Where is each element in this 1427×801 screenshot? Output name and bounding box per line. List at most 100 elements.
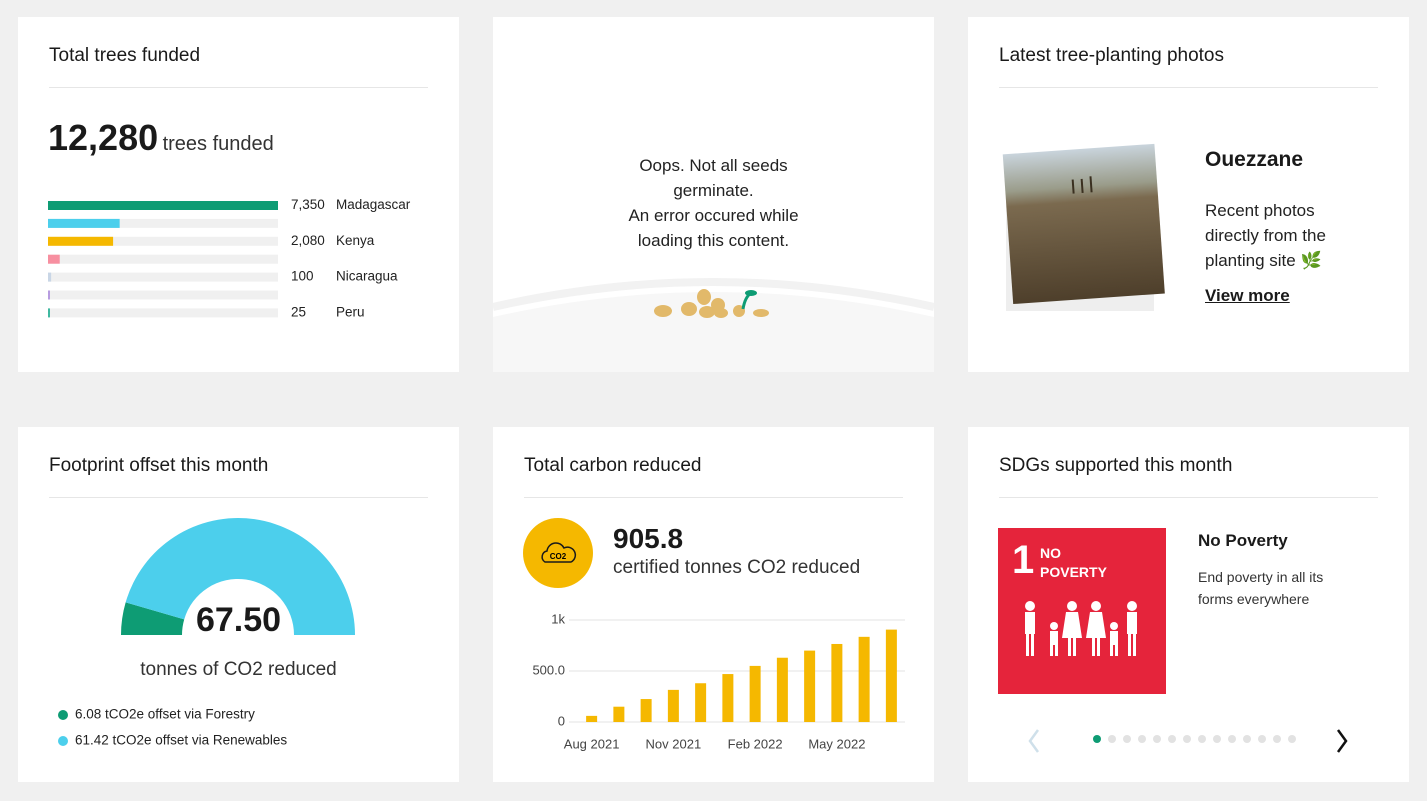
prev-arrow[interactable] (1028, 729, 1040, 753)
gauge-unit: tonnes of CO2 reduced (140, 659, 337, 680)
hill (493, 292, 934, 372)
bar-track (48, 218, 278, 228)
gauge-segment (121, 602, 185, 635)
bar (48, 201, 278, 210)
y-tick-label: 1k (551, 611, 565, 626)
family-icon (1025, 601, 1137, 656)
error-line: germinate. (673, 181, 754, 200)
bar-track (48, 308, 278, 318)
carousel-dot (1273, 735, 1281, 743)
bar (804, 650, 816, 722)
carbon-total: 905.8 (613, 523, 684, 554)
card-title: Total trees funded (49, 45, 201, 66)
bar (586, 715, 598, 722)
x-tick-label: Nov 2021 (646, 736, 702, 751)
place-name: Ouezzane (1205, 148, 1304, 171)
bar (48, 218, 120, 228)
legend-label: 6.08 tCO2e offset via Forestry (75, 707, 255, 722)
cloud (541, 542, 577, 563)
carousel-dot (1108, 735, 1116, 743)
hill-edge (493, 278, 934, 311)
bar (667, 689, 679, 722)
error-line: Oops. Not all seeds (639, 156, 788, 175)
bar (48, 308, 50, 318)
carousel-dot (1288, 735, 1296, 743)
card-title: Latest tree-planting photos (999, 45, 1224, 66)
photo-text: Recent photos directly from the planting… (1205, 201, 1326, 270)
sdg-card: SDGs supported this month 1 NO POVERTY N… (968, 427, 1409, 782)
footprint-card: Footprint offset this month 6.08 tCO2e o… (18, 427, 459, 782)
seeds (654, 289, 769, 318)
carousel-dot (1213, 735, 1221, 743)
card-title: Total carbon reduced (524, 455, 702, 476)
x-tick-label: Feb 2022 (728, 736, 783, 751)
error-line: loading this content. (637, 231, 790, 250)
photo (1002, 143, 1165, 311)
bar (613, 706, 625, 722)
bar (48, 272, 52, 282)
bar-value: 25 (291, 304, 306, 319)
card-title: SDGs supported this month (999, 455, 1233, 476)
bar-track (48, 236, 278, 246)
carousel-dot (1153, 735, 1161, 743)
leaf (745, 290, 757, 296)
bar-label: Nicaragua (336, 269, 398, 284)
carousel-dot (1138, 735, 1146, 743)
gauge-segment (125, 518, 356, 635)
carousel-dot (1123, 735, 1131, 743)
bar-track (48, 272, 278, 282)
divider (49, 87, 428, 88)
carousel-dot (1228, 735, 1236, 743)
bar (722, 674, 734, 722)
carousel-dot (1243, 735, 1251, 743)
next-arrow[interactable] (1336, 729, 1348, 753)
seeds-illustration (493, 278, 934, 372)
carousel-dot (1183, 735, 1191, 743)
bar (885, 629, 897, 722)
gauge-total: 67.50 (195, 601, 282, 639)
carbon-chart: 0 500.0 1k Aug 2021 Nov 2021 Feb 2022 May 2022 (532, 611, 905, 751)
total-row: 12,280 trees funded (48, 117, 274, 159)
co2-icon: CO2 (523, 518, 593, 588)
icon-circle (523, 518, 593, 588)
divider (524, 497, 903, 498)
photo-image (1002, 143, 1165, 305)
trees-card: Total trees funded 12,280 trees funded 7… (18, 17, 459, 372)
carousel-dot (1168, 735, 1176, 743)
bar-track (48, 290, 278, 300)
bar (48, 254, 60, 264)
divider (999, 87, 1378, 88)
bar (858, 636, 870, 722)
legend-label: 61.42 tCO2e offset via Renewables (75, 733, 287, 748)
error-card: Oops. Not all seeds germinate. An error oc… (493, 17, 934, 372)
x-tick-label: May 2022 (808, 736, 865, 751)
people (1071, 176, 1093, 194)
carbon-card: Total carbon reduced CO2 905.8 certified… (493, 427, 934, 782)
view-more-link[interactable]: View more (1205, 286, 1290, 305)
tree-bars: 7,350 Madagascar 2,080 Kenya 100 Nicaragua 25 P… (48, 197, 411, 319)
bar (48, 290, 50, 300)
error-line: An error occured while (628, 206, 799, 225)
bar-value: 7,350 (291, 197, 325, 212)
legend-dot (58, 710, 68, 720)
sdg-description: End poverty in all its forms everywhere (1198, 569, 1324, 607)
sdg-tile-label: NO POVERTY (1040, 545, 1107, 580)
y-tick-label: 500.0 (532, 662, 565, 677)
carousel-dot (1093, 735, 1101, 743)
total-unit: trees funded (162, 133, 274, 155)
bar-label: Kenya (336, 233, 375, 248)
sdg-number: 1 (1012, 538, 1035, 582)
total: 12,280 (48, 117, 159, 158)
error-message: Oops. Not all seeds germinate. An error oc… (493, 153, 934, 253)
card-title: Footprint offset this month (49, 455, 269, 476)
carousel-dot (1198, 735, 1206, 743)
sdg-tile: 1 NO POVERTY (998, 528, 1166, 694)
bar (831, 643, 843, 722)
gauge: 6.08 tCO2e offset via Forestry 61.42 tCO2… (58, 518, 356, 748)
carbon-unit: certified tonnes CO2 reduced (613, 557, 861, 578)
photos-card: Latest tree-planting photos Ouezzane Rec… (968, 17, 1409, 372)
divider (999, 497, 1378, 498)
bar-value: 2,080 (291, 233, 325, 248)
carousel-dot (1258, 735, 1266, 743)
